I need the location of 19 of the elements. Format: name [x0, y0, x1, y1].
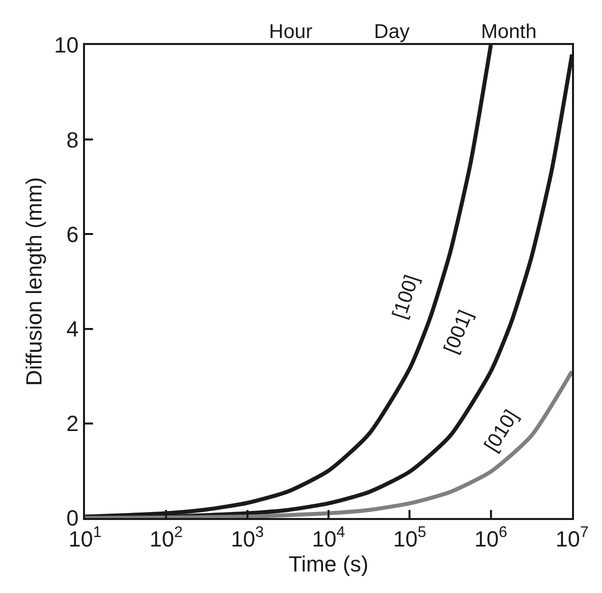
y-tick-label: 8 — [66, 127, 79, 152]
y-tick-label: 0 — [66, 506, 79, 531]
annotation: [001] — [440, 307, 478, 357]
x-tick-label: 10$^{2}$ — [150, 524, 183, 552]
text: Month — [481, 21, 537, 43]
x-tick-label: 10$^{5}$ — [393, 524, 426, 552]
x-tick-label: 10$^{6}$ — [474, 524, 508, 552]
annotation: [100] — [388, 272, 424, 322]
y-axis-title: Diffusion length (mm) — [21, 177, 46, 386]
text: Day — [374, 21, 410, 43]
text: Hour — [269, 21, 313, 43]
y-tick-label: 6 — [66, 222, 79, 247]
y-tick-label: 4 — [66, 316, 79, 342]
y-tick-label: 2 — [66, 411, 79, 436]
x-tick-label: 10$^{4}$ — [312, 524, 346, 552]
x-tick-label: 10$^{3}$ — [230, 524, 264, 552]
y-tick-label: 10 — [54, 32, 79, 58]
x-axis-title: Time (s) — [288, 551, 368, 576]
x-tick-label: 10$^{7}$ — [555, 524, 589, 552]
